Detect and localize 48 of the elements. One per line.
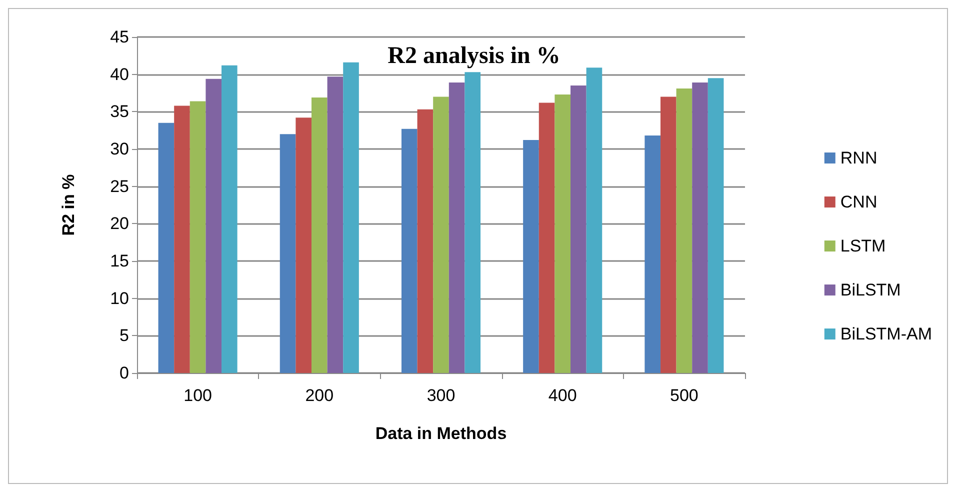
y-tick-label: 0 xyxy=(120,364,129,382)
y-tick-label: 35 xyxy=(110,102,129,122)
x-tick-label: 300 xyxy=(426,386,456,405)
bar xyxy=(464,72,481,373)
bar xyxy=(158,122,174,373)
bar xyxy=(222,65,238,373)
bar xyxy=(327,76,344,373)
x-axis-title: Data in Methods xyxy=(375,424,507,443)
bar xyxy=(206,78,222,373)
x-tick-label: 200 xyxy=(305,386,334,405)
bar xyxy=(660,96,676,373)
bar xyxy=(343,62,359,373)
y-tick-label: 15 xyxy=(110,252,129,270)
x-tick-label: 500 xyxy=(670,386,698,405)
bar xyxy=(676,88,692,373)
bar xyxy=(311,97,328,373)
legend-label: BiLSTM-AM xyxy=(840,324,932,344)
legend-label: BiLSTM xyxy=(840,280,901,300)
bar xyxy=(570,86,586,373)
bar xyxy=(280,134,296,373)
y-axis-title: R2 in % xyxy=(59,174,78,236)
y-tick-label: 20 xyxy=(110,214,129,234)
x-tick-label: 400 xyxy=(548,386,577,405)
bar xyxy=(708,78,724,373)
legend-label: RNN xyxy=(840,148,878,168)
bar xyxy=(538,102,555,373)
y-tick-label: 30 xyxy=(110,140,129,158)
bar xyxy=(523,140,539,373)
y-tick-label: 10 xyxy=(110,288,129,308)
bar xyxy=(401,128,418,373)
bar xyxy=(174,106,190,373)
bar xyxy=(190,101,206,373)
bar xyxy=(692,82,708,373)
bar xyxy=(417,109,434,373)
y-tick-label: 45 xyxy=(110,28,129,46)
bar xyxy=(296,118,312,373)
x-tick-label: 100 xyxy=(184,386,212,405)
bar xyxy=(644,136,660,373)
legend-label: CNN xyxy=(840,192,878,212)
y-tick-label: 40 xyxy=(110,64,129,84)
y-tick-label: 25 xyxy=(110,176,129,196)
y-tick-label: 5 xyxy=(120,326,129,346)
legend-label: LSTM xyxy=(840,236,886,256)
bar xyxy=(433,96,449,373)
bar xyxy=(448,82,465,373)
bar xyxy=(554,94,571,373)
bar xyxy=(586,68,602,373)
chart-title: R2 analysis in % xyxy=(388,43,560,69)
